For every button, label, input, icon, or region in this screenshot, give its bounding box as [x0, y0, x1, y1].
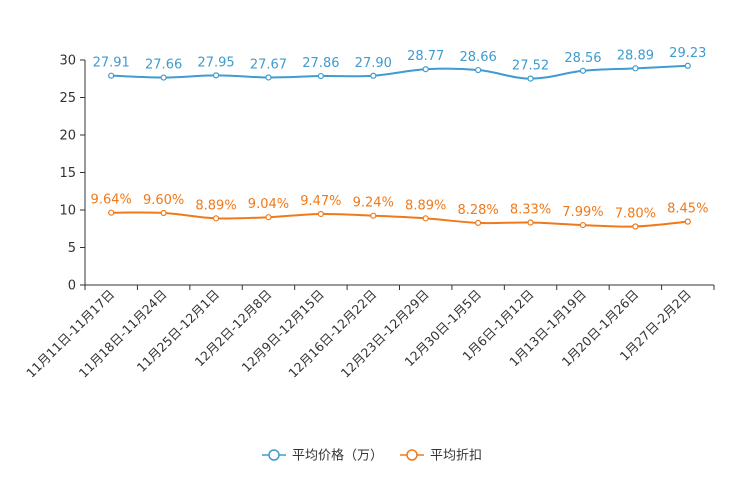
data-point[interactable]: [370, 212, 377, 219]
data-point[interactable]: [108, 72, 115, 79]
data-point[interactable]: [632, 223, 639, 230]
series-line-1: [111, 64, 688, 80]
data-label: 27.66: [145, 58, 182, 73]
y-tick-label: 15: [59, 166, 76, 181]
data-label: 9.60%: [143, 193, 184, 208]
data-point[interactable]: [632, 65, 639, 72]
data-point[interactable]: [422, 66, 429, 73]
y-tick-label: 25: [59, 91, 76, 106]
legend: 平均价格（万） 平均折扣: [262, 448, 482, 464]
data-label: 28.77: [407, 49, 444, 64]
data-point[interactable]: [370, 72, 377, 79]
data-point[interactable]: [684, 218, 691, 225]
data-point[interactable]: [265, 214, 272, 221]
data-points: [108, 62, 691, 230]
data-label: 7.80%: [615, 207, 656, 222]
data-point[interactable]: [265, 74, 272, 81]
data-point[interactable]: [317, 210, 324, 218]
data-label: 9.64%: [91, 193, 132, 208]
data-label: 28.66: [460, 50, 497, 65]
legend-item-1[interactable]: 平均价格（万）: [262, 448, 383, 464]
data-label: 7.99%: [562, 205, 603, 220]
data-label: 9.24%: [353, 196, 394, 211]
series-lines: [111, 64, 688, 228]
data-label: 8.28%: [457, 203, 498, 218]
x-tick-label: 11月18日-11月24日: [76, 287, 170, 381]
y-tick-label: 5: [68, 241, 76, 256]
data-point[interactable]: [317, 72, 324, 80]
data-label: 8.33%: [510, 203, 551, 218]
data-point[interactable]: [160, 74, 167, 81]
y-tick-label: 0: [68, 279, 76, 294]
data-point[interactable]: [212, 72, 220, 79]
data-point[interactable]: [527, 219, 534, 226]
data-label: 8.89%: [405, 198, 446, 213]
data-point[interactable]: [579, 67, 587, 74]
y-tick-label: 30: [59, 54, 76, 69]
x-tick-label: 12月16日-12月22日: [285, 287, 379, 381]
legend-marker-icon: [406, 449, 418, 461]
data-point[interactable]: [475, 66, 482, 74]
data-label: 27.67: [250, 57, 287, 72]
chart-axes: 05101520253011月11日-11月17日11月18日-11月24日11…: [23, 54, 715, 381]
data-point[interactable]: [475, 219, 482, 226]
legend-marker-icon: [268, 449, 280, 461]
data-label: 27.95: [197, 55, 234, 70]
data-label: 27.90: [355, 56, 392, 71]
data-label: 28.56: [564, 51, 601, 66]
x-tick-label: 12月23日-12月29日: [338, 287, 432, 381]
y-tick-label: 20: [59, 129, 76, 144]
data-label: 9.04%: [248, 197, 289, 212]
data-label: 8.89%: [195, 198, 236, 213]
data-point[interactable]: [527, 75, 534, 82]
data-point[interactable]: [160, 209, 167, 217]
data-point[interactable]: [212, 215, 220, 222]
data-labels: 27.91 27.66 27.95 27.67 27.86 27.90 28.77 28.66…: [91, 46, 709, 222]
data-point[interactable]: [108, 209, 115, 216]
data-label: 8.45%: [667, 202, 708, 217]
legend-label: 平均价格（万）: [292, 448, 383, 464]
data-label: 28.89: [617, 48, 654, 63]
legend-label: 平均折扣: [430, 449, 482, 464]
data-label: 27.86: [302, 56, 339, 71]
data-label: 9.47%: [300, 194, 341, 209]
y-tick-label: 10: [59, 204, 76, 219]
x-tick-label: 11月11日-11月17日: [23, 287, 117, 381]
data-point[interactable]: [684, 62, 691, 69]
data-label: 29.23: [669, 46, 706, 61]
legend-item-2[interactable]: 平均折扣: [400, 449, 482, 464]
data-point[interactable]: [579, 221, 587, 229]
data-label: 27.91: [93, 56, 130, 71]
data-label: 27.52: [512, 59, 549, 74]
data-point[interactable]: [422, 215, 429, 222]
series-line-2: [111, 211, 688, 228]
